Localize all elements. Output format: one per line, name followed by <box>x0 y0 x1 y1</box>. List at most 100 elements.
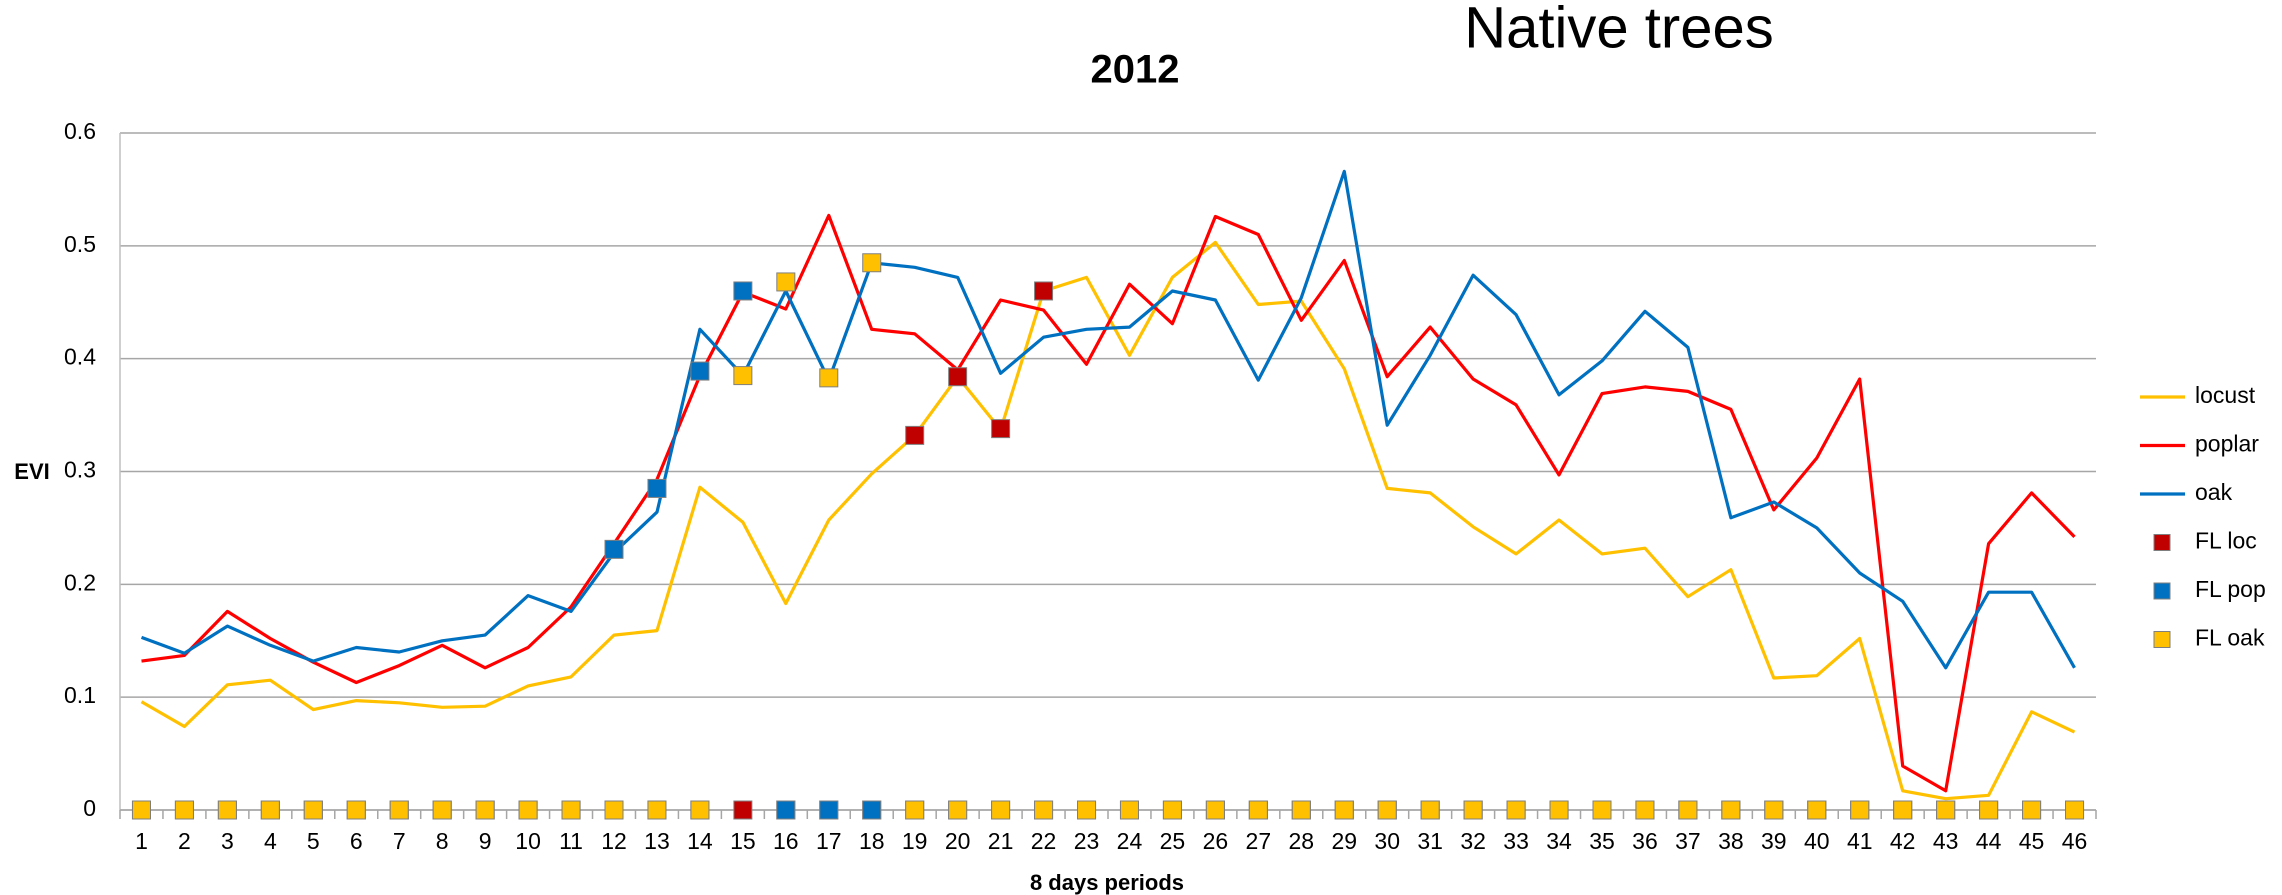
x-tick-label: 1 <box>135 828 148 854</box>
marker-square <box>1678 800 1698 820</box>
y-tick-label: 0.5 <box>64 231 96 257</box>
line-oak <box>140 169 2076 670</box>
marker-square <box>647 800 667 820</box>
marker-square <box>862 800 882 820</box>
line-poplar <box>141 213 2076 793</box>
marker-square <box>518 800 538 820</box>
marker-square <box>1936 800 1956 820</box>
marker-square <box>174 800 194 820</box>
x-tick-label: 24 <box>1117 828 1143 854</box>
x-tick-label: 37 <box>1675 828 1701 854</box>
marker-square <box>1463 800 1483 820</box>
x-axis-label: 8 days periods <box>1030 870 1184 895</box>
x-tick-label: 35 <box>1589 828 1615 854</box>
marker-square <box>432 800 452 820</box>
x-tick-label: 5 <box>307 828 320 854</box>
marker-square <box>561 800 581 820</box>
marker-square <box>1893 800 1913 820</box>
marker-square <box>389 800 409 820</box>
x-tick-label: 10 <box>515 828 541 854</box>
marker-square <box>1205 800 1225 820</box>
x-tick-label: 27 <box>1246 828 1272 854</box>
y-tick-label: 0.1 <box>64 682 96 708</box>
marker-square <box>1850 800 1870 820</box>
marker-square <box>1291 800 1311 820</box>
marker-square <box>217 800 237 820</box>
marker-square <box>1979 800 1999 820</box>
marker-square <box>1334 800 1354 820</box>
marker-square <box>475 800 495 820</box>
marker-square <box>905 800 925 820</box>
marker-square <box>1592 800 1612 820</box>
x-tick-label: 18 <box>859 828 885 854</box>
marker-square <box>1420 800 1440 820</box>
x-tick-label: 20 <box>945 828 971 854</box>
x-tick-label: 44 <box>1976 828 2002 854</box>
line-locust <box>140 240 2076 801</box>
y-tick-label: 0 <box>83 795 96 821</box>
marker-square <box>733 281 753 301</box>
x-tick-label: 3 <box>221 828 234 854</box>
y-tick-label: 0.6 <box>64 118 96 144</box>
x-tick-label: 40 <box>1804 828 1830 854</box>
x-tick-label: 22 <box>1031 828 1057 854</box>
marker-square <box>604 800 624 820</box>
x-tick-label: 32 <box>1460 828 1486 854</box>
annotation: Native trees <box>1464 0 1773 60</box>
y-tick-label: 0.4 <box>64 344 96 370</box>
marker-square <box>733 800 753 820</box>
marker-square <box>1721 800 1741 820</box>
y-tick-label: 0.3 <box>64 457 96 483</box>
marker-square <box>131 800 151 820</box>
x-tick-label: 21 <box>988 828 1014 854</box>
x-tick-label: 36 <box>1632 828 1658 854</box>
x-tick-label: 46 <box>2062 828 2088 854</box>
x-tick-label: 39 <box>1761 828 1787 854</box>
x-tick-label: 33 <box>1503 828 1529 854</box>
marker-square <box>1635 800 1655 820</box>
marker-square <box>303 800 323 820</box>
y-tick-label: 0.2 <box>64 569 96 595</box>
marker-square <box>260 800 280 820</box>
x-tick-label: 2 <box>178 828 191 854</box>
x-tick-label: 29 <box>1331 828 1357 854</box>
marker-square <box>1764 800 1784 820</box>
marker-square <box>1248 800 1268 820</box>
marker-square <box>776 800 796 820</box>
marker-square <box>346 800 366 820</box>
legend-label: FL loc <box>2195 528 2257 554</box>
marker-square <box>1162 800 1182 820</box>
marker-square <box>690 361 710 381</box>
marker-square <box>1034 800 1054 820</box>
marker-square <box>948 367 968 387</box>
x-tick-label: 23 <box>1074 828 1100 854</box>
x-tick-label: 45 <box>2019 828 2045 854</box>
legend-label: oak <box>2195 479 2233 505</box>
marker-square <box>1034 281 1054 301</box>
legend-label: poplar <box>2195 431 2259 457</box>
marker-square <box>991 800 1011 820</box>
x-tick-label: 31 <box>1417 828 1443 854</box>
x-tick-label: 42 <box>1890 828 1916 854</box>
x-tick-label: 28 <box>1289 828 1315 854</box>
marker-square <box>1807 800 1827 820</box>
x-tick-label: 9 <box>479 828 492 854</box>
legend-label: FL oak <box>2195 625 2265 651</box>
marker-square <box>1119 800 1139 820</box>
marker-square <box>733 366 753 386</box>
marker-square <box>991 419 1011 439</box>
marker-square <box>905 425 925 445</box>
marker-square <box>2022 800 2042 820</box>
chart-title: 2012 <box>1091 48 1180 92</box>
x-tick-label: 19 <box>902 828 928 854</box>
x-tick-label: 17 <box>816 828 842 854</box>
x-tick-label: 12 <box>601 828 627 854</box>
x-tick-label: 34 <box>1546 828 1572 854</box>
marker-square <box>948 800 968 820</box>
marker-square <box>690 800 710 820</box>
x-tick-label: 13 <box>644 828 670 854</box>
legend-label: locust <box>2195 382 2256 408</box>
legend-marker <box>2153 582 2171 600</box>
x-tick-label: 4 <box>264 828 277 854</box>
